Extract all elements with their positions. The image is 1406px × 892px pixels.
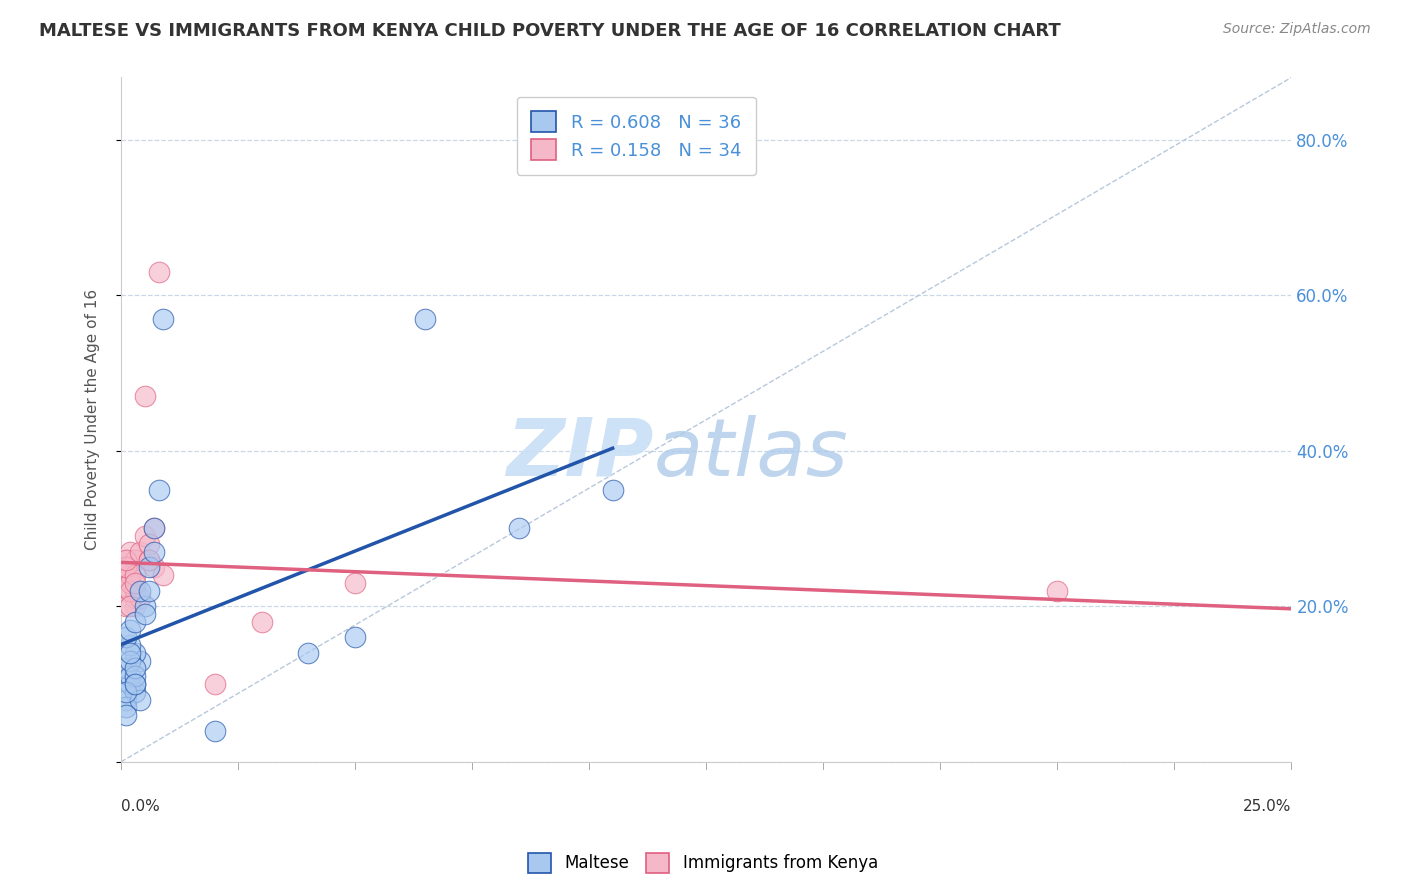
Point [138,537,160,551]
Point [114,552,136,566]
Point [250,615,273,629]
Point [114,599,136,614]
Point [134,529,156,543]
Point [134,389,156,403]
Point [120,677,142,691]
Point [124,591,146,606]
Point [204,677,226,691]
Point [114,685,136,699]
Point [138,583,160,598]
Point [114,560,136,574]
Text: ZIP: ZIP [506,415,654,492]
Point [124,677,146,691]
Point [114,583,136,598]
Point [138,560,160,574]
Point [142,521,165,535]
Point [138,552,160,566]
Point [114,692,136,706]
Point [142,560,165,574]
Point [344,575,367,590]
Point [114,708,136,723]
Point [120,599,142,614]
Point [114,661,136,675]
Point [124,661,146,675]
Point [120,638,142,652]
Point [120,575,142,590]
Point [344,631,367,645]
Point [114,631,136,645]
Y-axis label: Child Poverty Under the Age of 16: Child Poverty Under the Age of 16 [86,289,100,550]
Point [120,568,142,582]
Point [124,615,146,629]
Point [124,599,146,614]
Point [114,552,136,566]
Point [134,607,156,621]
Point [1046,583,1069,598]
Legend: R = 0.608   N = 36, R = 0.158   N = 34: R = 0.608 N = 36, R = 0.158 N = 34 [516,96,755,175]
Point [148,483,170,497]
Point [138,552,160,566]
Point [124,677,146,691]
Point [128,692,150,706]
Point [134,599,156,614]
Point [152,568,174,582]
Point [128,583,150,598]
Point [148,265,170,279]
Legend: Maltese, Immigrants from Kenya: Maltese, Immigrants from Kenya [522,847,884,880]
Point [124,669,146,683]
Text: 0.0%: 0.0% [121,799,160,814]
Text: 25.0%: 25.0% [1243,799,1292,814]
Point [114,560,136,574]
Point [124,552,146,566]
Text: Source: ZipAtlas.com: Source: ZipAtlas.com [1223,22,1371,37]
Point [124,583,146,598]
Text: MALTESE VS IMMIGRANTS FROM KENYA CHILD POVERTY UNDER THE AGE OF 16 CORRELATION C: MALTESE VS IMMIGRANTS FROM KENYA CHILD P… [39,22,1062,40]
Point [508,521,530,535]
Point [124,646,146,660]
Point [128,545,150,559]
Point [124,575,146,590]
Point [128,591,150,606]
Point [128,654,150,668]
Point [120,654,142,668]
Point [120,568,142,582]
Point [120,545,142,559]
Point [142,521,165,535]
Text: atlas: atlas [654,415,848,492]
Point [124,568,146,582]
Point [120,623,142,637]
Point [120,583,142,598]
Point [415,311,437,326]
Point [120,646,142,660]
Point [120,575,142,590]
Point [114,700,136,714]
Point [152,311,174,326]
Point [124,685,146,699]
Point [204,723,226,738]
Point [142,545,165,559]
Point [120,669,142,683]
Point [297,646,319,660]
Point [602,483,624,497]
